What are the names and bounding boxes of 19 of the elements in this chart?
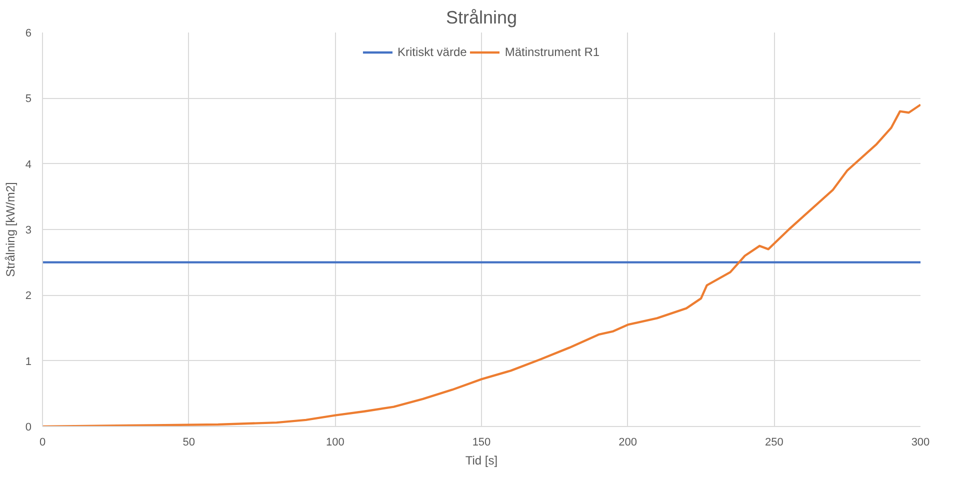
y-axis-title: Strålning [kW/m2] xyxy=(3,182,18,277)
legend-label: Mätinstrument R1 xyxy=(504,45,600,59)
y-tick-label: 0 xyxy=(25,422,32,434)
x-tick-label: 50 xyxy=(182,436,195,448)
y-tick-label: 2 xyxy=(25,290,32,302)
x-axis-title: Tid [s] xyxy=(465,454,498,468)
x-tick-label: 200 xyxy=(618,436,638,448)
legend-label: Kritiskt värde xyxy=(397,45,467,59)
y-tick-label: 5 xyxy=(25,93,32,106)
chart-title: Strålning xyxy=(446,8,518,28)
x-tick-label: 300 xyxy=(911,436,930,448)
x-tick-label: 0 xyxy=(39,436,46,448)
x-tick-label: 250 xyxy=(764,436,784,448)
y-tick-label: 3 xyxy=(25,224,32,236)
x-tick-label: 150 xyxy=(472,436,491,448)
y-tick-label: 4 xyxy=(25,158,32,171)
y-tick-label: 1 xyxy=(25,356,32,368)
x-tick-label: 100 xyxy=(326,436,344,448)
y-tick-label: 6 xyxy=(25,28,32,40)
